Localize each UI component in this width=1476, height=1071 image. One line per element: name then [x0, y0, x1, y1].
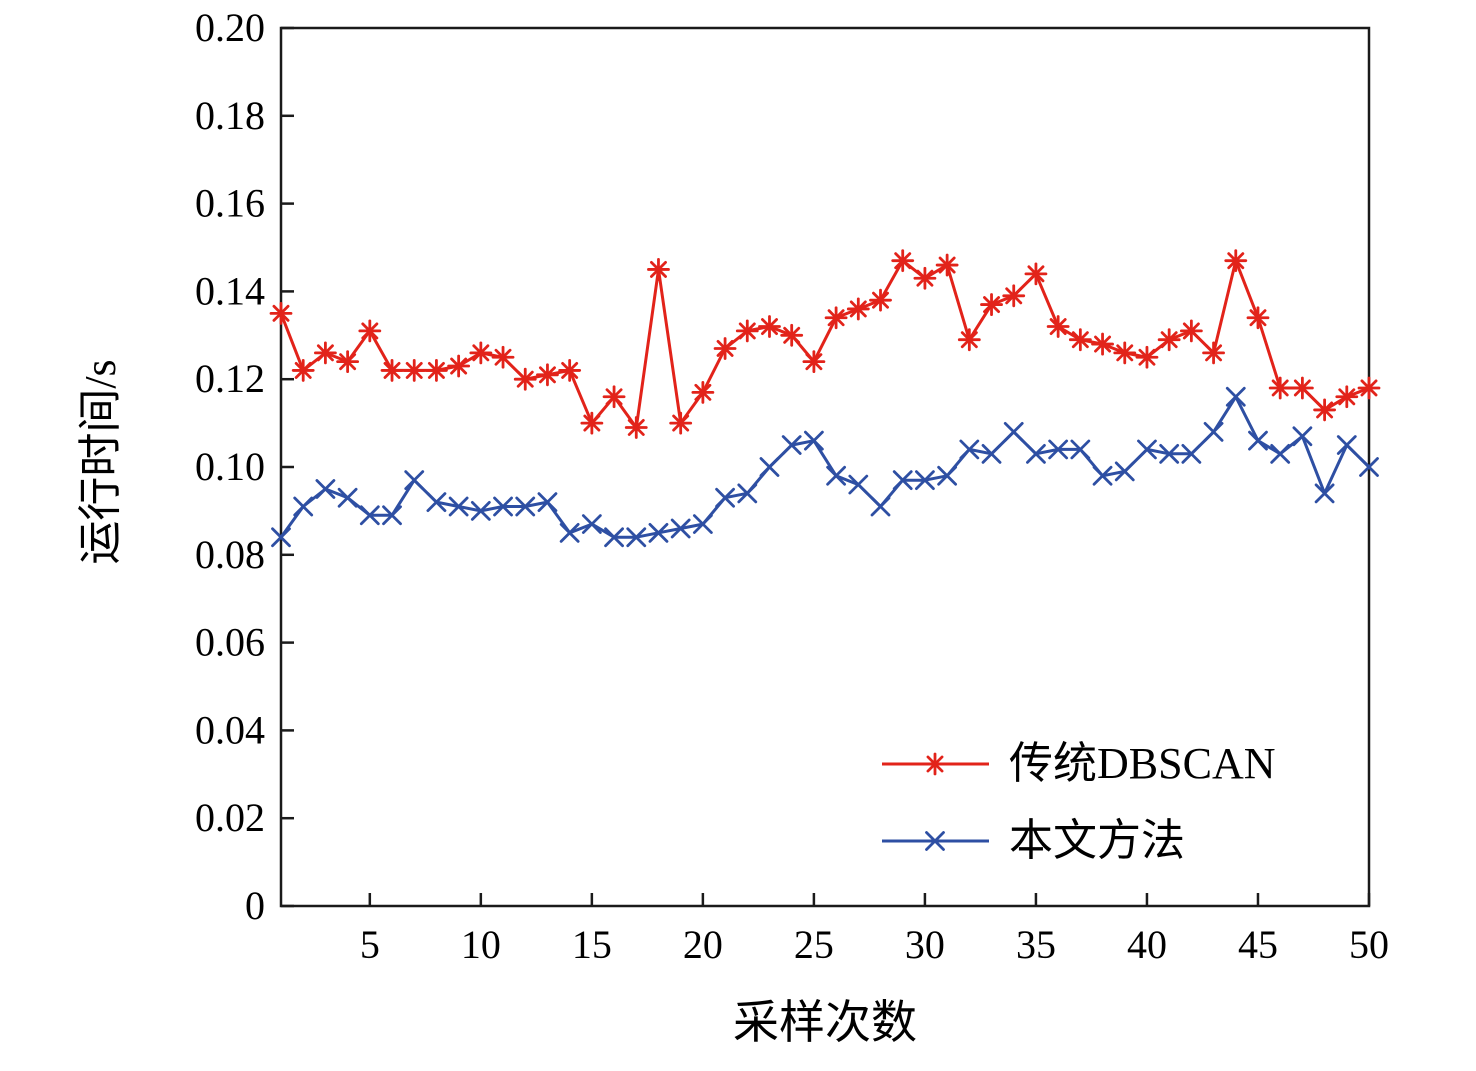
legend-label-dbscan: 传统DBSCAN [1009, 739, 1276, 788]
svg-text:25: 25 [794, 922, 834, 967]
svg-text:10: 10 [461, 922, 501, 967]
svg-text:0.20: 0.20 [195, 5, 265, 50]
svg-text:0: 0 [245, 883, 265, 928]
svg-text:20: 20 [683, 922, 723, 967]
svg-text:0.04: 0.04 [195, 707, 265, 752]
legend: 传统DBSCAN 本文方法 [878, 740, 1276, 894]
svg-text:35: 35 [1016, 922, 1056, 967]
legend-label-proposed-method: 本文方法 [1009, 816, 1185, 865]
legend-x-line-icon [882, 831, 989, 851]
x-axis-label: 采样次数 [733, 997, 917, 1048]
svg-text:0.14: 0.14 [195, 268, 265, 313]
svg-text:0.02: 0.02 [195, 795, 265, 840]
svg-text:45: 45 [1238, 922, 1278, 967]
svg-text:30: 30 [905, 922, 945, 967]
svg-text:15: 15 [572, 922, 612, 967]
y-axis-label: 运行时间/s [76, 359, 125, 565]
legend-asterisk-line-icon [882, 752, 989, 776]
svg-text:0.12: 0.12 [195, 356, 265, 401]
legend-item-proposed-method: 本文方法 [878, 817, 1276, 865]
svg-text:40: 40 [1127, 922, 1167, 967]
svg-text:0.10: 0.10 [195, 444, 265, 489]
svg-text:50: 50 [1349, 922, 1389, 967]
svg-text:0.18: 0.18 [195, 93, 265, 138]
svg-text:0.06: 0.06 [195, 620, 265, 665]
svg-text:5: 5 [360, 922, 380, 967]
legend-item-dbscan: 传统DBSCAN [878, 740, 1276, 788]
svg-text:0.16: 0.16 [195, 181, 265, 226]
svg-text:0.08: 0.08 [195, 532, 265, 577]
